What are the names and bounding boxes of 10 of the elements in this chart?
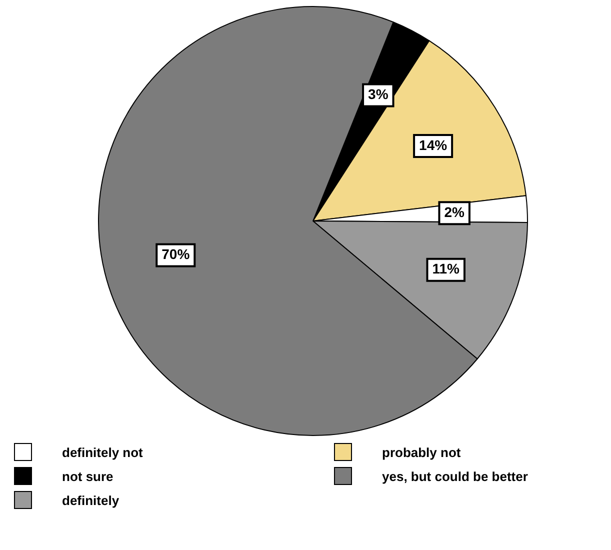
data-label: 2% <box>444 204 466 220</box>
legend-label: definitely not <box>62 444 143 460</box>
legend-label: yes, but could be better <box>382 468 528 484</box>
data-label: 11% <box>432 260 460 277</box>
data-label: 70% <box>162 246 190 262</box>
legend-label: not sure <box>62 468 114 484</box>
legend-label: definitely <box>62 492 120 508</box>
legend-label: probably not <box>382 444 461 460</box>
data-label: 3% <box>368 86 389 102</box>
data-label: 14% <box>419 136 448 153</box>
